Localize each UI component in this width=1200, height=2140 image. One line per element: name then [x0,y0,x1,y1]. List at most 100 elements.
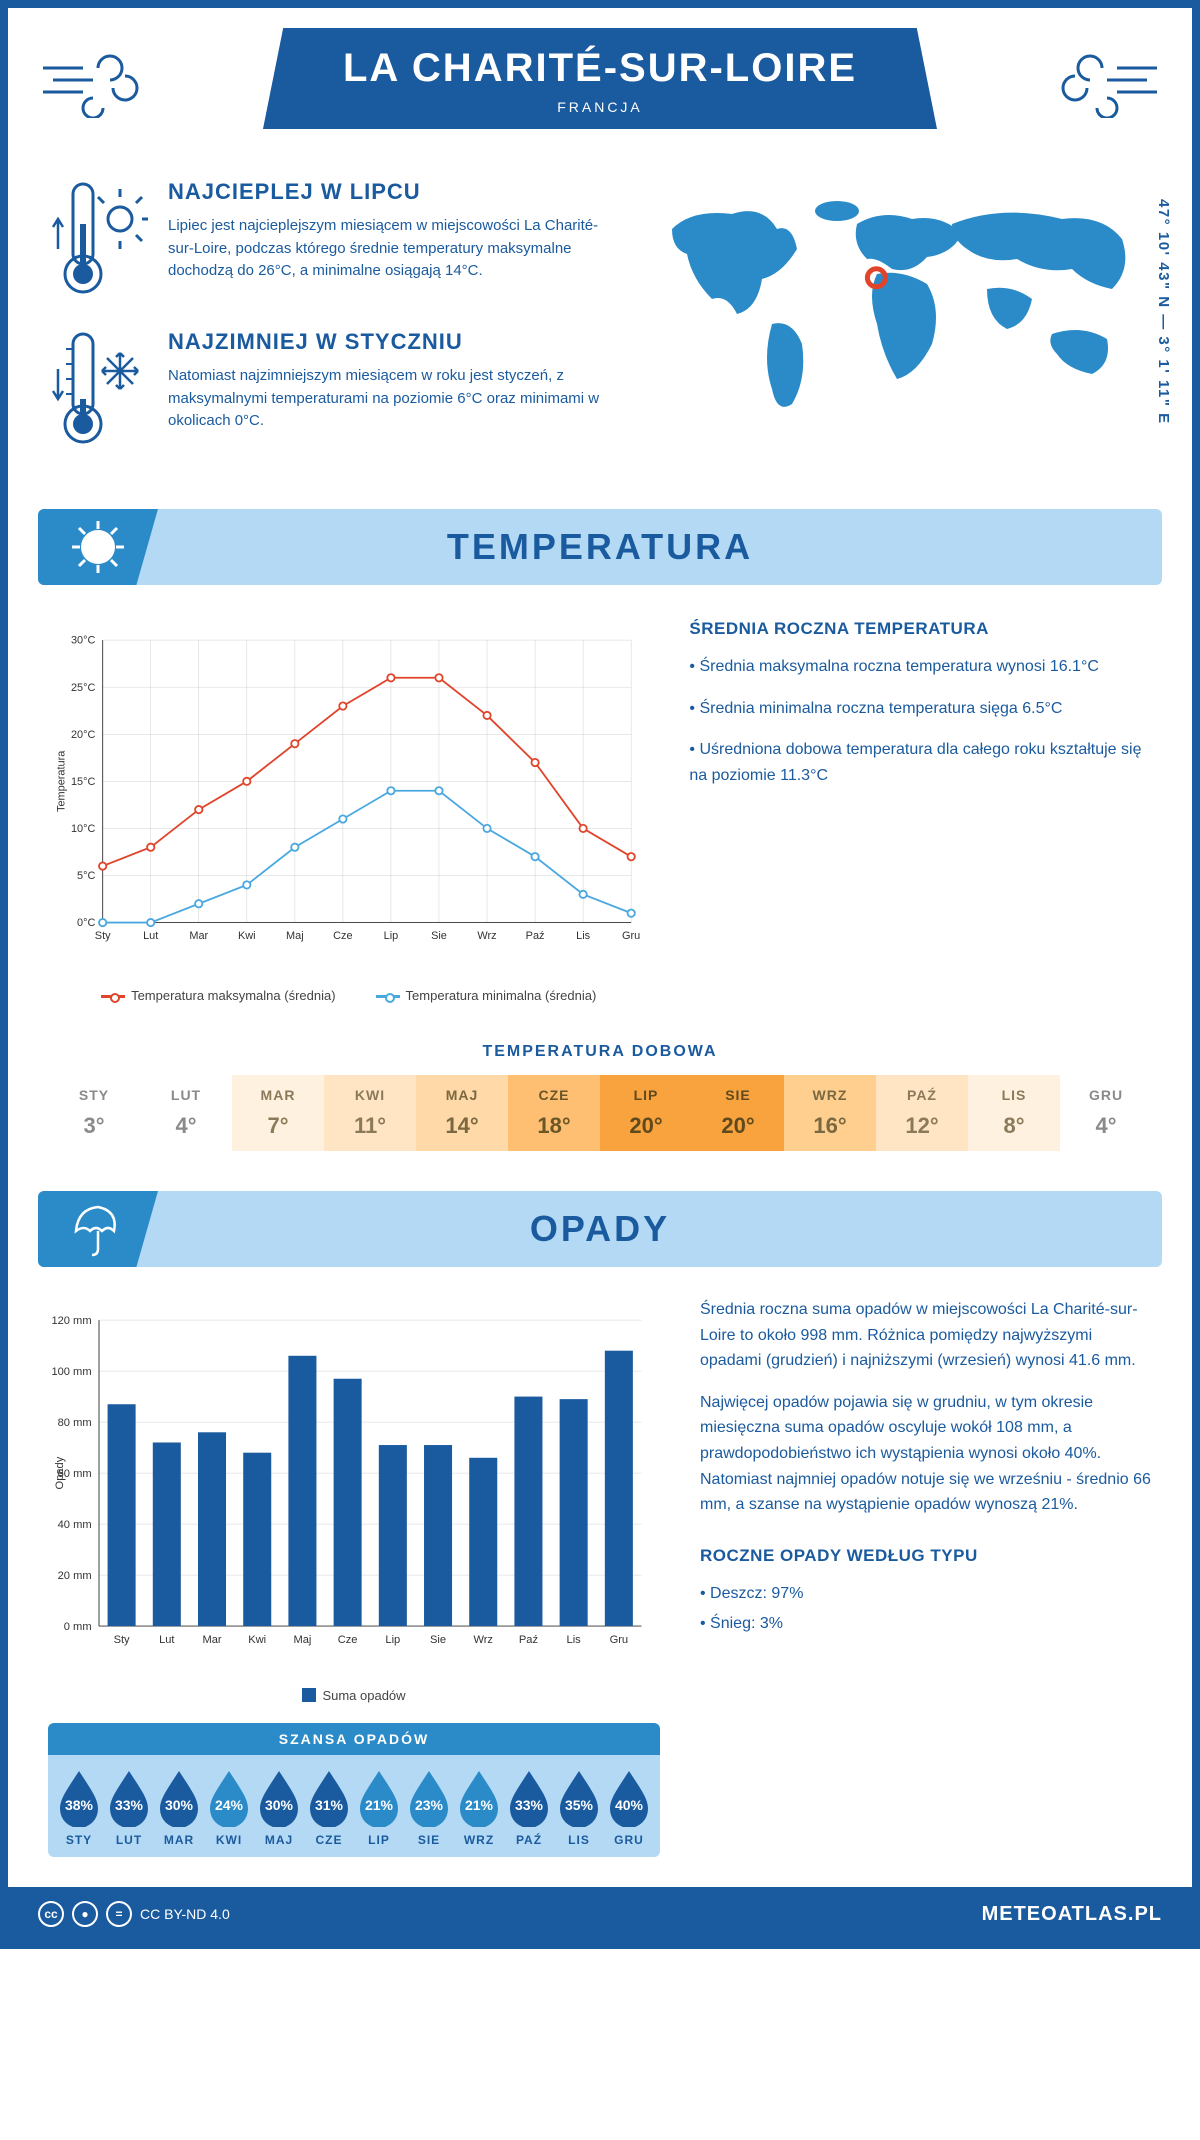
precipitation-bar-chart: 0 mm20 mm40 mm60 mm80 mm100 mm120 mmOpad… [48,1297,660,1677]
svg-text:Sty: Sty [114,1634,130,1646]
dobowa-cell: CZE18° [508,1075,600,1151]
szansa-cell: 33%LUT [104,1767,154,1847]
svg-text:Maj: Maj [286,930,304,942]
section-temperature-header: TEMPERATURA [38,509,1162,585]
svg-text:Maj: Maj [293,1634,311,1646]
warmest-block: NAJCIEPLEJ W LIPCU Lipiec jest najcieple… [48,179,602,299]
svg-text:Gru: Gru [622,930,640,942]
svg-text:Mar: Mar [202,1634,221,1646]
szansa-cell: 21%LIP [354,1767,404,1847]
dobowa-cell: STY3° [48,1075,140,1151]
dobowa-heading: TEMPERATURA DOBOWA [48,1043,1152,1061]
svg-text:20 mm: 20 mm [58,1570,92,1582]
precip-text-2: Najwięcej opadów pojawia się w grudniu, … [700,1390,1152,1518]
svg-text:15°C: 15°C [71,776,96,788]
coldest-block: NAJZIMNIEJ W STYCZNIU Natomiast najzimni… [48,329,602,449]
svg-text:20°C: 20°C [71,729,96,741]
szansa-cell: 30%MAR [154,1767,204,1847]
svg-text:Opady: Opady [54,1456,66,1489]
section-title-temperature: TEMPERATURA [447,526,753,568]
svg-text:100 mm: 100 mm [51,1366,91,1378]
legend-max: Temperatura maksymalna (średnia) [101,988,335,1003]
svg-text:Kwi: Kwi [238,930,256,942]
warmest-title: NAJCIEPLEJ W LIPCU [168,179,602,205]
coldest-title: NAJZIMNIEJ W STYCZNIU [168,329,602,355]
svg-text:Paź: Paź [526,930,545,942]
page-subtitle: FRANCJA [343,99,857,115]
page-title: LA CHARITÉ-SUR-LOIRE [343,46,857,91]
svg-text:120 mm: 120 mm [51,1315,91,1327]
wind-icon [38,38,168,118]
svg-text:Paź: Paź [519,1634,538,1646]
dobowa-cell: LIP20° [600,1075,692,1151]
thermometer-hot-icon [48,179,148,299]
svg-text:30°C: 30°C [71,635,96,647]
svg-text:Sie: Sie [430,1634,446,1646]
szansa-cell: 35%LIS [554,1767,604,1847]
svg-text:Wrz: Wrz [477,930,496,942]
footer: cc ● = CC BY-ND 4.0 METEOATLAS.PL [8,1887,1192,1941]
site-name: METEOATLAS.PL [982,1903,1162,1926]
szansa-cell: 38%STY [54,1767,104,1847]
dobowa-cell: MAR7° [232,1075,324,1151]
nd-icon: = [106,1901,132,1927]
dobowa-cell: LIS8° [968,1075,1060,1151]
svg-text:80 mm: 80 mm [58,1417,92,1429]
svg-text:Temperatura: Temperatura [55,750,67,812]
szansa-cell: 21%WRZ [454,1767,504,1847]
temp-text-heading: ŚREDNIA ROCZNA TEMPERATURA [689,615,1152,642]
coldest-text: Natomiast najzimniejszym miesiącem w rok… [168,365,602,433]
szansa-heading: SZANSA OPADÓW [48,1723,660,1755]
bar-legend: Suma opadów [48,1688,660,1703]
svg-text:Lip: Lip [384,930,399,942]
by-icon: ● [72,1901,98,1927]
szansa-cell: 23%SIE [404,1767,454,1847]
svg-text:0 mm: 0 mm [64,1621,92,1633]
svg-text:Sty: Sty [95,930,111,942]
dobowa-cell: GRU4° [1060,1075,1152,1151]
precip-chance-panel: SZANSA OPADÓW 38%STY33%LUT30%MAR24%KWI30… [48,1723,660,1857]
dobowa-cell: SIE20° [692,1075,784,1151]
wind-icon [1032,38,1162,118]
svg-text:10°C: 10°C [71,823,96,835]
svg-text:40 mm: 40 mm [58,1519,92,1531]
svg-text:Sie: Sie [431,930,447,942]
precip-type-item: • Deszcz: 97% [700,1581,1152,1607]
cc-icon: cc [38,1901,64,1927]
precip-text-1: Średnia roczna suma opadów w miejscowośc… [700,1297,1152,1374]
svg-text:Kwi: Kwi [248,1634,266,1646]
dobowa-cell: MAJ14° [416,1075,508,1151]
temp-bullet: • Średnia maksymalna roczna temperatura … [689,654,1152,680]
thermometer-cold-icon [48,329,148,449]
dobowa-cell: WRZ16° [784,1075,876,1151]
szansa-cell: 30%MAJ [254,1767,304,1847]
world-map: 47° 10' 43" N — 3° 1' 11" E [632,179,1152,479]
precip-type-item: • Śnieg: 3% [700,1611,1152,1637]
header: LA CHARITÉ-SUR-LOIRE FRANCJA [8,8,1192,149]
temp-bullet: • Uśredniona dobowa temperatura dla całe… [689,737,1152,788]
section-precip-header: OPADY [38,1191,1162,1267]
svg-text:0°C: 0°C [77,917,95,929]
daily-temperature-strip: TEMPERATURA DOBOWA STY3°LUT4°MAR7°KWI11°… [48,1043,1152,1151]
svg-text:Cze: Cze [338,1634,358,1646]
svg-text:5°C: 5°C [77,870,95,882]
svg-text:Gru: Gru [610,1634,629,1646]
sun-icon [38,509,158,585]
precip-type-heading: ROCZNE OPADY WEDŁUG TYPU [700,1542,1152,1569]
umbrella-icon [38,1191,158,1267]
szansa-cell: 24%KWI [204,1767,254,1847]
license-text: CC BY-ND 4.0 [140,1906,230,1922]
svg-text:Lip: Lip [385,1634,400,1646]
temp-bullet: • Średnia minimalna roczna temperatura s… [689,696,1152,722]
dobowa-cell: KWI11° [324,1075,416,1151]
szansa-cell: 31%CZE [304,1767,354,1847]
szansa-cell: 40%GRU [604,1767,654,1847]
world-map-svg [632,179,1152,439]
header-banner: LA CHARITÉ-SUR-LOIRE FRANCJA [263,28,937,129]
legend-min: Temperatura minimalna (średnia) [376,988,597,1003]
coordinates: 47° 10' 43" N — 3° 1' 11" E [1155,199,1172,425]
license: cc ● = CC BY-ND 4.0 [38,1901,230,1927]
svg-text:Wrz: Wrz [473,1634,493,1646]
dobowa-cell: LUT4° [140,1075,232,1151]
svg-text:25°C: 25°C [71,682,96,694]
